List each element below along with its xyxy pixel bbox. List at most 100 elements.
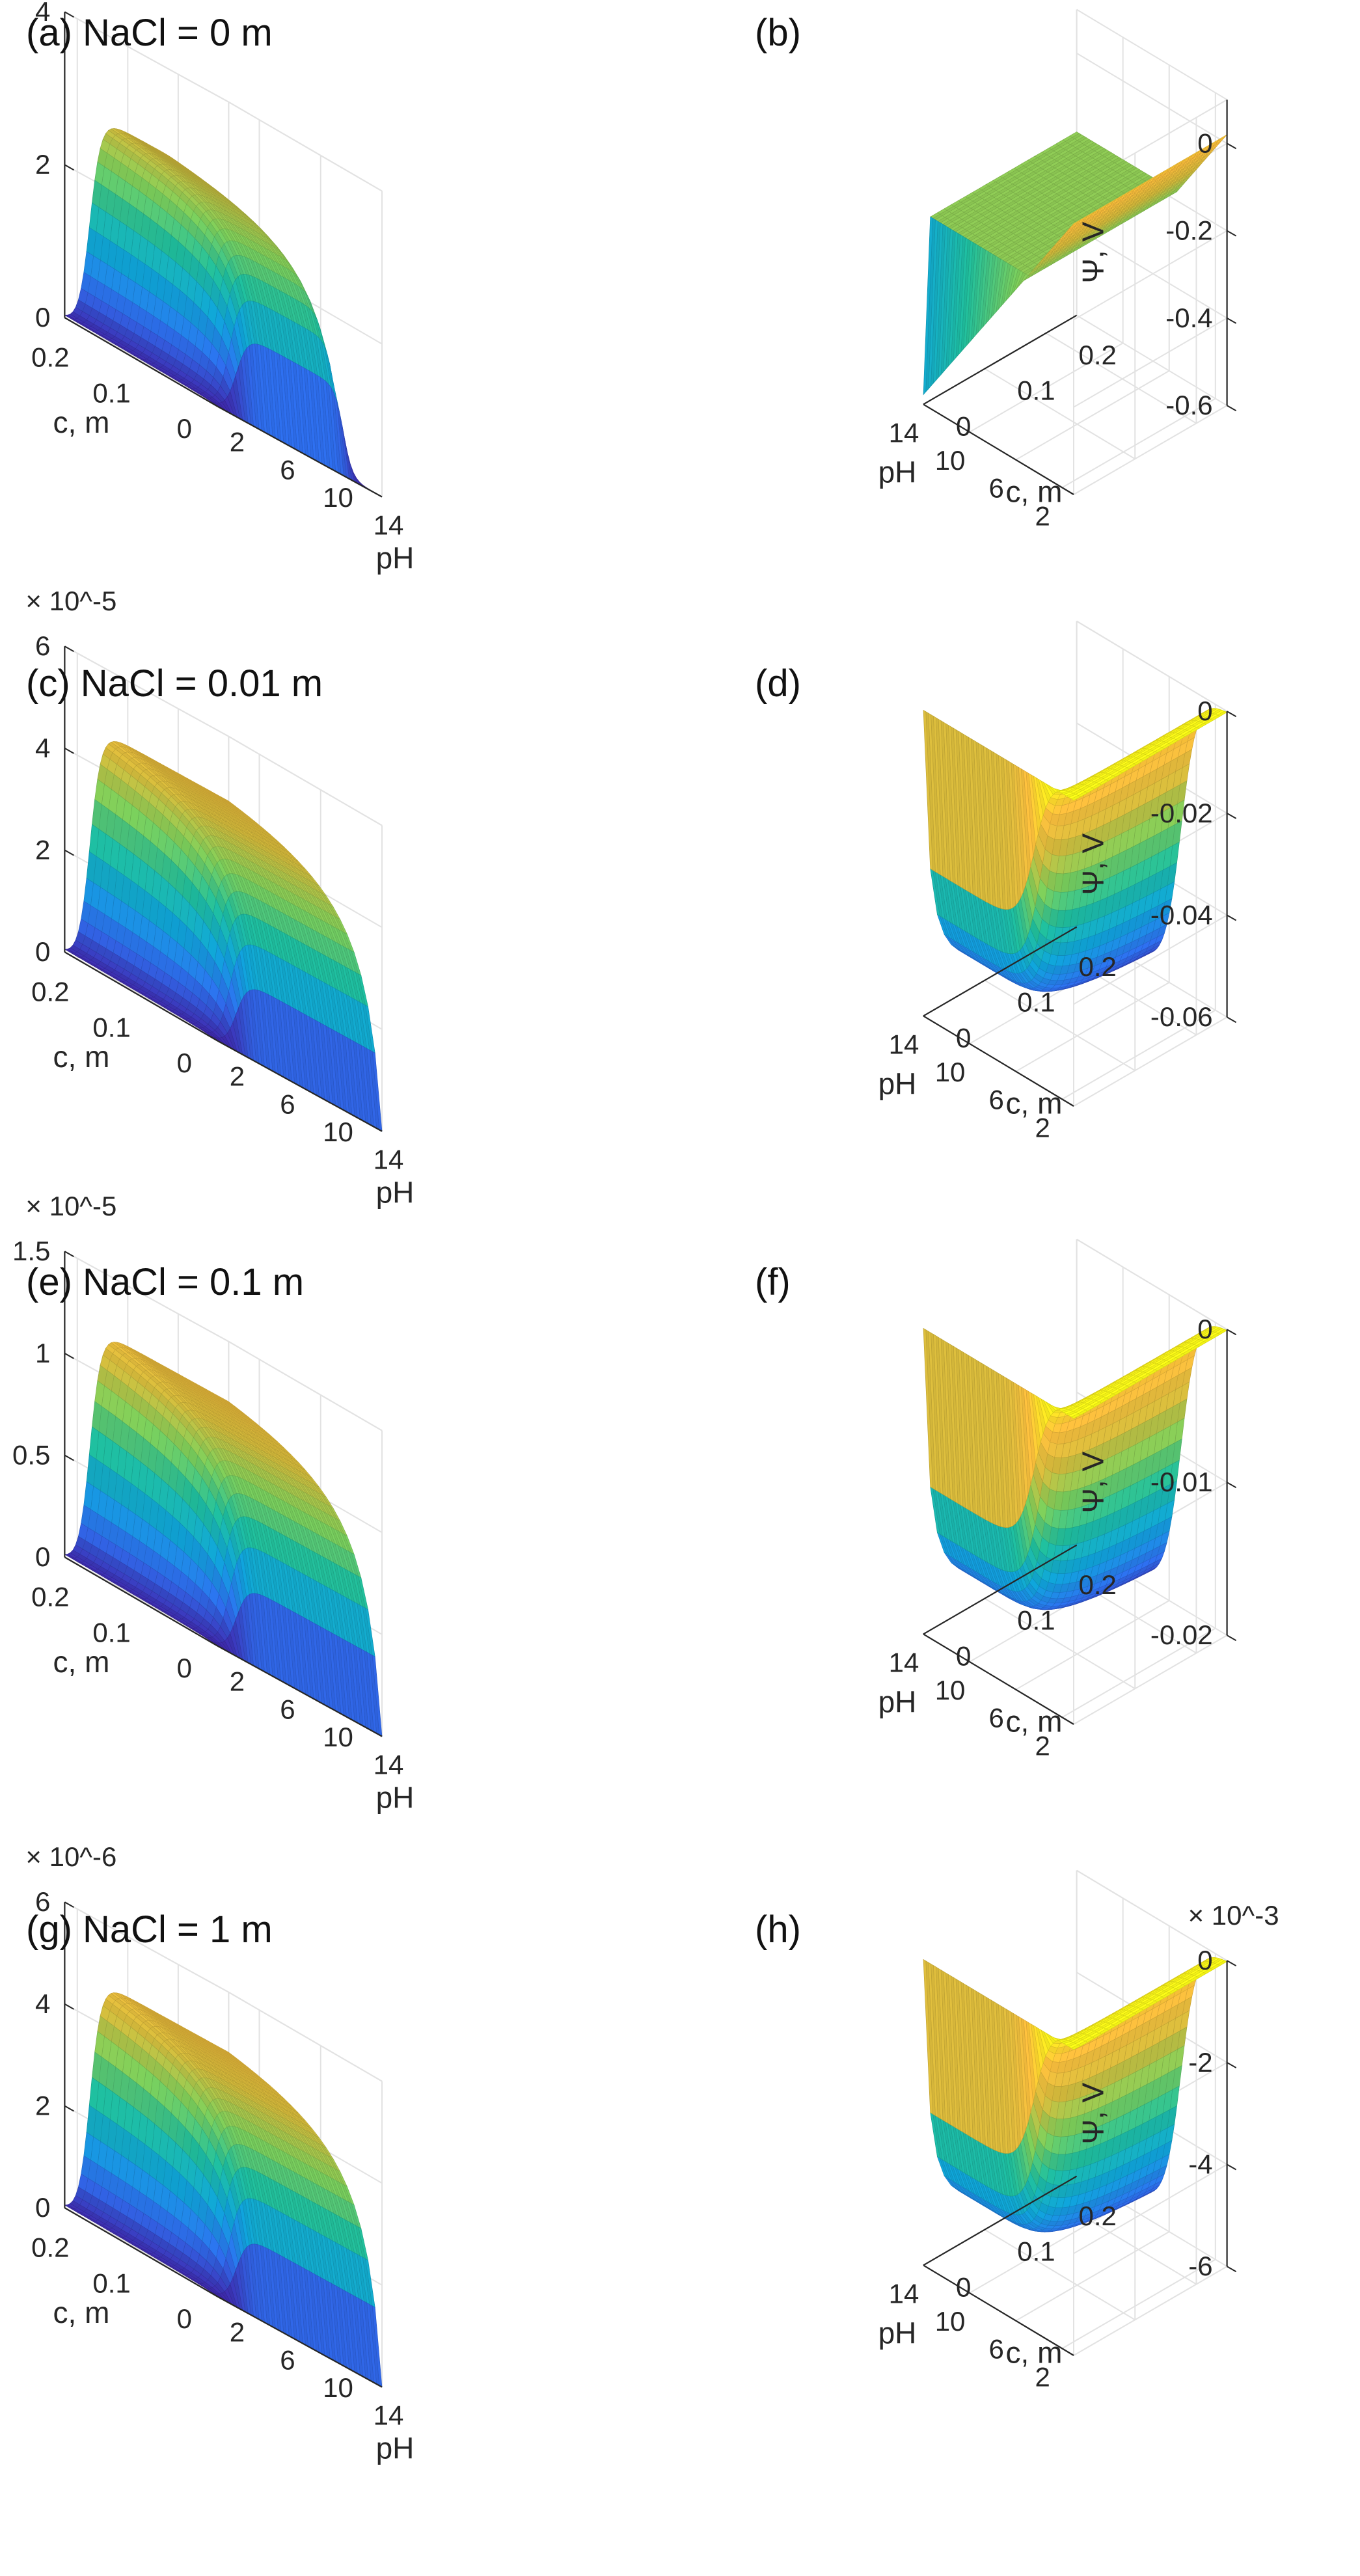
panel-d: -0.06 -0.04 -0.02 0 2 6 10 14 0 0.1 0.2 pH c, m Ψ, V (… xyxy=(755,620,1237,1143)
panel-label: (d) xyxy=(755,662,801,705)
x-tick-label: 2 xyxy=(230,427,245,457)
z-tick-label: 0 xyxy=(35,2192,50,2223)
z-tick-label: -0.2 xyxy=(1165,215,1212,246)
z-tick-label: 0 xyxy=(35,936,50,967)
z-tick-label: 2 xyxy=(35,2091,50,2121)
z-tick-label: 0 xyxy=(1197,1314,1212,1344)
x-axis-label: pH xyxy=(376,541,415,575)
z-tick-label: 0 xyxy=(35,1541,50,1572)
panel-label: (b) xyxy=(755,12,801,54)
surface xyxy=(64,741,383,1132)
y-axis-label: c, m xyxy=(53,2296,110,2329)
x-tick-label: 10 xyxy=(935,445,966,476)
z-tick-label: 2 xyxy=(35,149,50,180)
z-tick-label: 1.5 xyxy=(12,1236,50,1266)
x-tick-label: 6 xyxy=(988,1085,1003,1115)
z-tick-label: -2 xyxy=(1188,2047,1212,2078)
y-axis-label: c, m xyxy=(53,405,110,439)
z-tick-label: 1 xyxy=(35,1338,50,1368)
z-tick-label: 6 xyxy=(35,630,50,661)
y-tick-label: 0.2 xyxy=(1078,340,1116,370)
z-scale-label: × 10^-6 xyxy=(25,1841,116,1872)
z-tick-label: -4 xyxy=(1188,2149,1212,2180)
y-tick-label: 0 xyxy=(177,1048,192,1078)
x-tick-label: 6 xyxy=(988,2334,1003,2365)
x-tick-label: 2 xyxy=(230,2317,245,2348)
surface xyxy=(923,1326,1228,1610)
y-tick-label: 0.2 xyxy=(1078,2201,1116,2231)
axes-box xyxy=(64,11,383,498)
z-scale-label: × 10^-5 xyxy=(25,586,116,616)
x-axis-label: pH xyxy=(878,1066,917,1100)
panel-b: -0.6 -0.4 -0.2 0 2 6 10 14 0 0.1 0.2 pH c, m Ψ, V (b) xyxy=(755,8,1237,531)
z-tick-label: -0.4 xyxy=(1165,303,1212,333)
z-tick-label: 0 xyxy=(1197,696,1212,726)
panel-label: (a) NaCl = 0 m xyxy=(26,12,273,54)
axes: -0.02 -0.01 0 2 6 10 14 0 0.1 0.2 pH c, m Ψ, V xyxy=(878,1314,1237,1761)
z-tick-label: -0.6 xyxy=(1165,390,1212,420)
x-tick-label: 2 xyxy=(1035,500,1050,531)
z-scale-label: × 10^-5 xyxy=(25,1191,116,1221)
x-tick-label: 10 xyxy=(323,1117,353,1147)
x-tick-label: 14 xyxy=(374,1750,404,1780)
z-tick-label: 4 xyxy=(35,1988,50,2019)
axes: -6 -4 -2 0 2 6 10 14 0 0.1 0.2 pH c, m Ψ, V × 10^-3 xyxy=(878,1900,1279,2392)
y-tick-label: 0 xyxy=(956,1640,971,1671)
y-axis-label: c, m xyxy=(1006,474,1063,508)
panel-h: -6 -4 -2 0 2 6 10 14 0 0.1 0.2 pH c, m Ψ, V × 10^-3 (h) xyxy=(755,1869,1279,2392)
z-axis-label: Ψ, V xyxy=(1076,834,1110,895)
y-axis-label: c, m xyxy=(1006,2335,1063,2369)
y-tick-label: 0.2 xyxy=(1078,1569,1116,1600)
z-scale-label: × 10^-3 xyxy=(1188,1900,1279,1931)
y-tick-label: 0 xyxy=(177,413,192,444)
y-tick-label: 0 xyxy=(177,1653,192,1683)
x-tick-label: 2 xyxy=(230,1061,245,1092)
y-tick-label: 0.1 xyxy=(92,1617,130,1647)
z-tick-label: 2 xyxy=(35,835,50,865)
z-tick-label: -0.01 xyxy=(1150,1467,1213,1497)
y-tick-label: 0 xyxy=(956,2271,971,2302)
z-tick-label: -0.02 xyxy=(1150,1620,1213,1650)
y-tick-label: 0.2 xyxy=(31,1582,69,1612)
z-tick-label: -0.06 xyxy=(1150,1001,1213,1032)
x-tick-label: 14 xyxy=(889,1647,919,1677)
x-axis-label: pH xyxy=(376,2432,415,2465)
z-tick-label: -6 xyxy=(1188,2251,1212,2281)
y-tick-label: 0 xyxy=(956,411,971,441)
z-tick-label: 0 xyxy=(1197,128,1212,158)
surface xyxy=(64,1342,383,1737)
y-tick-label: 0.2 xyxy=(1078,951,1116,982)
y-tick-label: 0.2 xyxy=(31,2232,69,2263)
y-tick-label: 0.1 xyxy=(92,377,130,408)
z-tick-label: 0 xyxy=(1197,1945,1212,1975)
x-tick-label: 14 xyxy=(889,2278,919,2309)
y-tick-label: 0.1 xyxy=(1017,1605,1055,1636)
x-tick-label: 2 xyxy=(1035,1112,1050,1143)
x-tick-label: 2 xyxy=(1035,2361,1050,2392)
x-tick-label: 14 xyxy=(374,1145,404,1175)
y-axis-label: c, m xyxy=(1006,1704,1063,1738)
x-tick-label: 6 xyxy=(988,1703,1003,1733)
y-axis-label: c, m xyxy=(53,1645,110,1679)
x-tick-label: 10 xyxy=(323,482,353,513)
panel-label: (c) NaCl = 0.01 m xyxy=(26,662,323,705)
surface xyxy=(923,708,1228,992)
x-axis-label: pH xyxy=(376,1781,415,1815)
x-tick-label: 14 xyxy=(889,1029,919,1059)
z-axis-label: Ψ, V xyxy=(1076,2083,1110,2145)
y-tick-label: 0.2 xyxy=(31,342,69,373)
x-tick-label: 2 xyxy=(230,1666,245,1697)
z-tick-label: 0.5 xyxy=(12,1440,50,1471)
y-tick-label: 0.1 xyxy=(1017,987,1055,1018)
x-tick-label: 10 xyxy=(323,2372,353,2403)
z-tick-label: -0.02 xyxy=(1150,798,1213,828)
x-tick-label: 6 xyxy=(280,1089,295,1119)
panel-label: (g) NaCl = 1 m xyxy=(26,1908,273,1951)
